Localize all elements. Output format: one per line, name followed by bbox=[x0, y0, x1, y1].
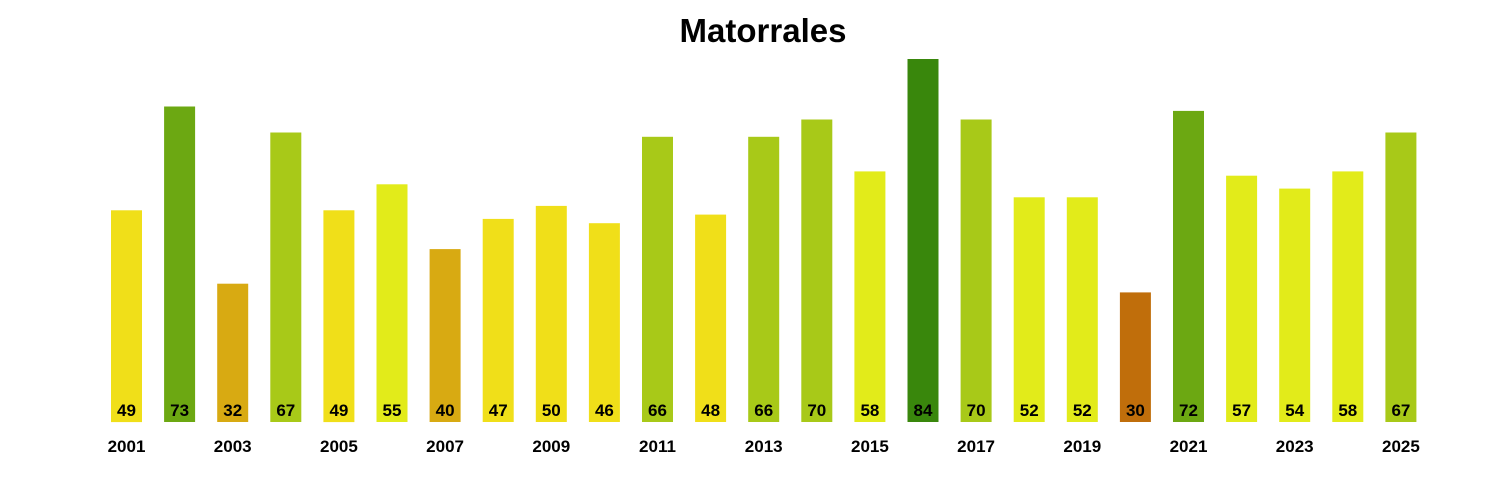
bar-2010 bbox=[588, 223, 620, 422]
data-label-2003: 32 bbox=[223, 401, 242, 420]
data-label-2019: 52 bbox=[1073, 401, 1092, 420]
data-label-2010: 46 bbox=[595, 401, 614, 420]
bar-2009 bbox=[535, 205, 567, 422]
data-label-2005: 49 bbox=[329, 401, 348, 420]
x-tick-label-2005: 2005 bbox=[320, 437, 358, 456]
bar-2015 bbox=[854, 171, 886, 422]
data-label-2017: 70 bbox=[967, 401, 986, 420]
bar-2023 bbox=[1279, 188, 1311, 422]
x-tick-label-2009: 2009 bbox=[532, 437, 570, 456]
data-label-2015: 58 bbox=[860, 401, 879, 420]
bar-2004 bbox=[270, 132, 302, 422]
x-tick-label-2013: 2013 bbox=[745, 437, 783, 456]
bar-2019 bbox=[1066, 197, 1098, 422]
bar-2002 bbox=[164, 106, 196, 422]
bar-2007 bbox=[429, 249, 461, 422]
data-label-2004: 67 bbox=[276, 401, 295, 420]
bar-2006 bbox=[376, 184, 408, 422]
x-tick-label-2023: 2023 bbox=[1276, 437, 1314, 456]
data-label-2016: 84 bbox=[914, 401, 933, 420]
data-label-2007: 40 bbox=[436, 401, 455, 420]
bar-2020 bbox=[1119, 292, 1151, 422]
x-tick-label-2025: 2025 bbox=[1382, 437, 1420, 456]
data-label-2025: 67 bbox=[1391, 401, 1410, 420]
data-label-2006: 55 bbox=[383, 401, 402, 420]
bar-2013 bbox=[748, 136, 780, 423]
x-tick-label-2003: 2003 bbox=[214, 437, 252, 456]
bar-2021 bbox=[1173, 110, 1204, 423]
data-label-2023: 54 bbox=[1285, 401, 1304, 420]
bar-2005 bbox=[323, 210, 355, 423]
data-label-2001: 49 bbox=[117, 401, 136, 420]
data-label-2018: 52 bbox=[1020, 401, 1039, 420]
data-label-2024: 58 bbox=[1338, 401, 1357, 420]
x-tick-label-2011: 2011 bbox=[639, 437, 676, 456]
data-label-2014: 70 bbox=[807, 401, 826, 420]
bar-2016 bbox=[907, 59, 939, 422]
bar-2012 bbox=[695, 214, 727, 422]
x-tick-label-2017: 2017 bbox=[957, 437, 995, 456]
data-label-2020: 30 bbox=[1126, 401, 1145, 420]
x-tick-label-2007: 2007 bbox=[426, 437, 464, 456]
bar-2017 bbox=[960, 119, 992, 422]
data-label-2002: 73 bbox=[170, 401, 189, 420]
chart-title: Matorrales bbox=[679, 12, 847, 49]
data-label-2013: 66 bbox=[754, 401, 773, 420]
x-tick-label-2015: 2015 bbox=[851, 437, 889, 456]
x-tick-label-2001: 2001 bbox=[108, 437, 146, 456]
bar-2024 bbox=[1332, 171, 1364, 422]
bar-2022 bbox=[1226, 175, 1258, 422]
data-label-2009: 50 bbox=[542, 401, 561, 420]
data-label-2011: 66 bbox=[648, 401, 667, 420]
data-label-2022: 57 bbox=[1232, 401, 1251, 420]
x-tick-label-2019: 2019 bbox=[1063, 437, 1101, 456]
bar-2001 bbox=[111, 210, 142, 423]
bar-2025 bbox=[1385, 132, 1417, 422]
x-tick-label-2021: 2021 bbox=[1170, 437, 1208, 456]
bar-2018 bbox=[1013, 197, 1045, 422]
bar-2011 bbox=[642, 136, 673, 423]
bar-2014 bbox=[801, 119, 833, 422]
data-label-2021: 72 bbox=[1179, 401, 1198, 420]
data-label-2012: 48 bbox=[701, 401, 720, 420]
bar-2008 bbox=[482, 218, 514, 422]
data-label-2008: 47 bbox=[489, 401, 508, 420]
bar-2003 bbox=[217, 283, 249, 422]
